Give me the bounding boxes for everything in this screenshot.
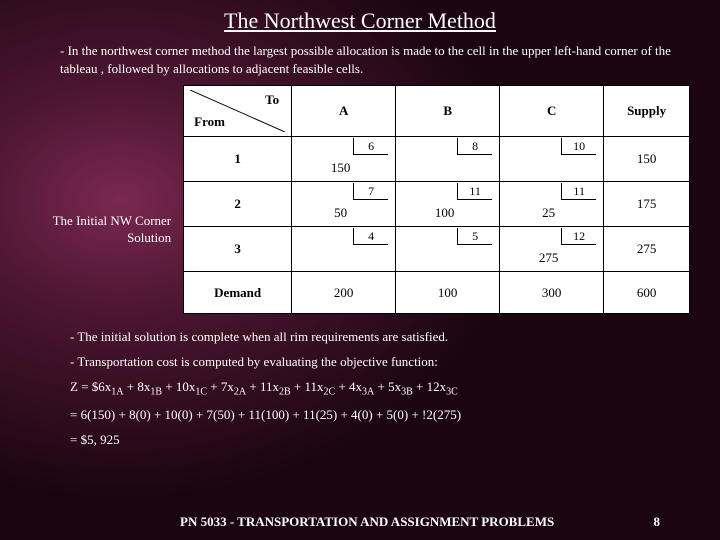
equation-expanded: = 6(150) + 8(0) + 10(0) + 7(50) + 11(100… (70, 406, 690, 425)
cost-3a: 4 (353, 228, 388, 245)
demand-c: 300 (500, 272, 604, 314)
slide: The Northwest Corner Method - In the nor… (0, 0, 720, 540)
cost-2b: 11 (457, 183, 492, 200)
cost-1a: 6 (353, 138, 388, 155)
col-header-supply: Supply (604, 86, 690, 137)
row-header-3: 3 (184, 227, 292, 272)
demand-b: 100 (396, 272, 500, 314)
row-header-2: 2 (184, 182, 292, 227)
cost-3b: 5 (457, 228, 492, 245)
cost-1b: 8 (457, 138, 492, 155)
tableau-caption: The Initial NW Corner Solution (40, 153, 171, 247)
alloc-2c: 25 (501, 205, 596, 221)
footer-title: PN 5033 - TRANSPORTATION AND ASSIGNMENT … (180, 514, 554, 530)
transportation-tableau: From To A B C Supply 1 6150 8 10 150 2 7… (183, 85, 690, 314)
col-header-a: A (292, 86, 396, 137)
alloc-3c: 275 (501, 250, 596, 266)
equation-result: = $5, 925 (70, 431, 690, 450)
cost-2a: 7 (353, 183, 388, 200)
col-header-b: B (396, 86, 500, 137)
alloc-1a: 150 (293, 160, 388, 176)
intro-text: - In the northwest corner method the lar… (60, 42, 690, 77)
cell-1c: 10 (500, 137, 604, 182)
col-header-c: C (500, 86, 604, 137)
from-label: From (194, 114, 225, 130)
cell-1a: 6150 (292, 137, 396, 182)
bullet-2: - Transportation cost is computed by eva… (70, 353, 690, 372)
row-header-1: 1 (184, 137, 292, 182)
bullet-1: - The initial solution is complete when … (70, 328, 690, 347)
demand-a: 200 (292, 272, 396, 314)
alloc-2b: 100 (397, 205, 492, 221)
to-label: To (265, 92, 279, 108)
equation-z: Z = $6x1A + 8x1B + 10x1C + 7x2A + 11x2B … (70, 378, 690, 400)
cost-3c: 12 (561, 228, 596, 245)
cell-2a: 750 (292, 182, 396, 227)
footer: PN 5033 - TRANSPORTATION AND ASSIGNMENT … (0, 514, 720, 530)
slide-title: The Northwest Corner Method (30, 8, 690, 34)
cell-1b: 8 (396, 137, 500, 182)
bullets: - The initial solution is complete when … (70, 328, 690, 449)
grand-total: 600 (604, 272, 690, 314)
caption-line1: The Initial NW Corner (53, 213, 172, 228)
cost-1c: 10 (561, 138, 596, 155)
row-header-demand: Demand (184, 272, 292, 314)
alloc-2a: 50 (293, 205, 388, 221)
page-number: 8 (654, 514, 661, 530)
cell-2b: 11100 (396, 182, 500, 227)
cell-2c: 1125 (500, 182, 604, 227)
cost-2c: 11 (561, 183, 596, 200)
supply-1: 150 (604, 137, 690, 182)
corner-cell: From To (184, 86, 292, 137)
supply-2: 175 (604, 182, 690, 227)
cell-3b: 5 (396, 227, 500, 272)
caption-line2: Solution (127, 230, 171, 245)
cell-3a: 4 (292, 227, 396, 272)
tableau-row: The Initial NW Corner Solution From To A… (40, 85, 690, 314)
supply-3: 275 (604, 227, 690, 272)
cell-3c: 12275 (500, 227, 604, 272)
